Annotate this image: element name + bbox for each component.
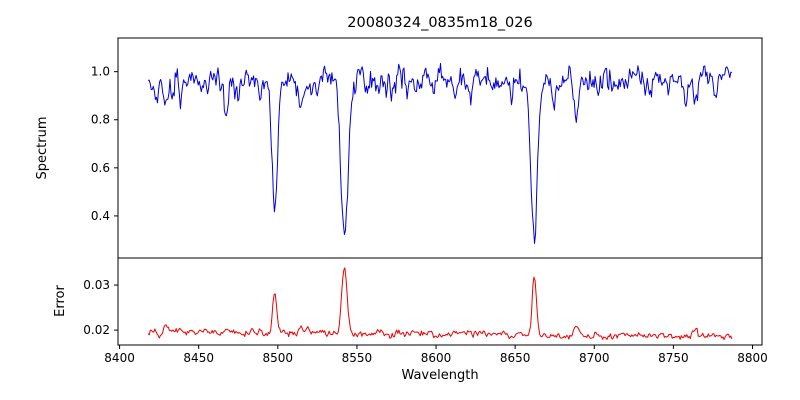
x-tick-label: 8600 [421, 351, 452, 365]
x-tick-label: 8800 [737, 351, 768, 365]
x-tick-label: 8700 [579, 351, 610, 365]
spectrum-y-tick-label: 0.8 [91, 113, 110, 127]
x-tick-label: 8450 [183, 351, 214, 365]
error-y-tick-label: 0.03 [83, 278, 110, 292]
plot-title: 20080324_0835m18_026 [347, 15, 532, 31]
x-tick-label: 8650 [500, 351, 531, 365]
spectrum-line [147, 62, 733, 244]
spectrum-y-tick-label: 0.6 [91, 161, 110, 175]
x-tick-label: 8500 [263, 351, 294, 365]
x-tick-label: 8550 [342, 351, 373, 365]
spectrum-y-axis-label: Spectrum [35, 117, 50, 180]
plot-content: 8400 8450 8500 8550 8600 8650 8700 8750 8800 1.0 0… [83, 62, 768, 365]
spectrum-y-tick-label: 0.4 [91, 209, 110, 223]
error-y-tick-label: 0.02 [83, 323, 110, 337]
x-tick-label: 8750 [658, 351, 689, 365]
x-tick-label: 8400 [104, 351, 135, 365]
error-line [147, 267, 733, 341]
x-axis-label: Wavelength [401, 368, 478, 383]
error-plot-frame [117, 257, 763, 346]
spectrum-y-tick-label: 1.0 [91, 65, 110, 79]
error-y-axis-label: Error [53, 285, 68, 317]
